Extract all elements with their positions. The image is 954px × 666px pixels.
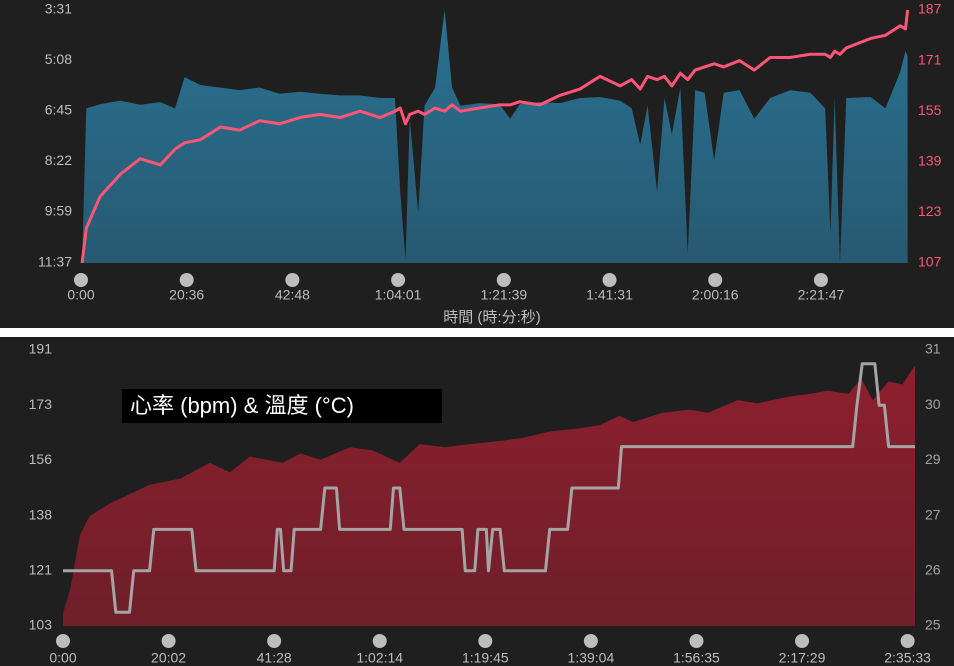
- chart-title: 心率 (bpm) & 溫度 (°C): [130, 393, 354, 418]
- x-tick-marker: [478, 634, 493, 648]
- x-tick-label: 1:41:31: [586, 287, 633, 303]
- x-tick-label: 0:00: [49, 650, 76, 666]
- y2-tick-label: 171: [918, 51, 942, 67]
- y-tick-label: 121: [29, 562, 53, 578]
- x-tick-marker: [267, 634, 282, 648]
- x-tick-marker: [161, 634, 176, 648]
- y2-tick-label: 30: [925, 396, 941, 412]
- y-tick-label: 173: [29, 396, 53, 412]
- y2-tick-label: 187: [918, 1, 942, 17]
- x-tick-label: 0:00: [67, 287, 94, 303]
- y-tick-label: 6:45: [45, 102, 72, 118]
- x-tick-marker: [583, 634, 598, 648]
- x-tick-label: 20:36: [169, 287, 204, 303]
- x-tick-marker: [708, 273, 723, 287]
- x-tick-label: 1:02:14: [356, 650, 403, 666]
- x-tick-label: 2:00:16: [692, 287, 739, 303]
- x-tick-label: 1:21:39: [480, 287, 527, 303]
- y2-tick-label: 26: [925, 562, 941, 578]
- x-tick-label: 2:35:33: [884, 650, 931, 666]
- x-tick-marker: [900, 634, 915, 648]
- x-tick-label: 1:56:35: [673, 650, 720, 666]
- x-tick-marker: [602, 273, 617, 287]
- x-axis-title: 時間 (時:分:秒): [443, 309, 541, 326]
- x-tick-label: 1:19:45: [462, 650, 509, 666]
- x-tick-label: 1:04:01: [375, 287, 422, 303]
- y2-tick-label: 25: [925, 617, 941, 633]
- line: [63, 362, 915, 614]
- x-tick-marker: [74, 273, 88, 287]
- y2-tick-label: 139: [918, 153, 942, 169]
- y-tick-label: 8:22: [45, 152, 72, 168]
- y-tick-label: 3:31: [45, 1, 72, 17]
- x-tick-marker: [391, 273, 406, 287]
- x-tick-marker: [795, 634, 810, 648]
- y-tick-label: 103: [29, 617, 53, 633]
- y-tick-label: 5:08: [45, 51, 72, 67]
- y-tick-label: 11:37: [38, 254, 72, 270]
- x-tick-label: 20:02: [151, 650, 186, 666]
- title-box: [122, 389, 442, 423]
- x-tick-label: 42:48: [275, 287, 310, 303]
- x-tick-label: 2:21:47: [798, 287, 845, 303]
- y2-tick-label: 155: [918, 102, 942, 118]
- y-tick-label: 191: [29, 341, 53, 357]
- y2-tick-label: 29: [925, 451, 941, 467]
- x-tick-label: 2:17:29: [779, 650, 826, 666]
- x-tick-marker: [689, 634, 704, 648]
- y2-tick-label: 31: [925, 341, 941, 357]
- x-tick-marker: [179, 273, 194, 287]
- x-tick-marker: [496, 273, 511, 287]
- line: [80, 9, 910, 264]
- x-tick-marker: [813, 273, 828, 287]
- x-tick-label: 1:39:04: [568, 650, 615, 666]
- y2-tick-label: 27: [925, 506, 941, 522]
- plot-layer: 3:31 5:08 6:45 8:22 9:59 11:37 187 171 155 139 123…: [29, 1, 942, 666]
- x-tick-marker: [372, 634, 387, 648]
- y-tick-label: 156: [29, 451, 53, 467]
- x-tick-label: 41:28: [257, 650, 292, 666]
- area: [82, 10, 908, 263]
- y-tick-label: 9:59: [45, 203, 72, 219]
- y-tick-label: 138: [29, 506, 53, 522]
- y2-tick-label: 123: [918, 203, 942, 219]
- x-tick-marker: [285, 273, 300, 287]
- x-tick-marker: [56, 634, 70, 648]
- y2-tick-label: 107: [918, 254, 942, 270]
